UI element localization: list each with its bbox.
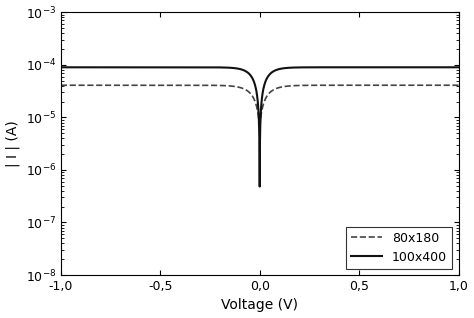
Legend: 80x180, 100x400: 80x180, 100x400 bbox=[346, 226, 452, 269]
80x180 bbox=[355, 83, 361, 87]
100x400 bbox=[317, 66, 322, 69]
Line: 100x400: 100x400 bbox=[61, 67, 458, 187]
X-axis label: Voltage (V): Voltage (V) bbox=[221, 299, 298, 313]
80x180 bbox=[456, 83, 461, 87]
80x180 bbox=[297, 84, 302, 87]
80x180 bbox=[210, 83, 216, 87]
100x400 bbox=[257, 185, 263, 189]
100x400 bbox=[210, 66, 216, 69]
Line: 80x180: 80x180 bbox=[61, 85, 458, 128]
100x400 bbox=[58, 66, 64, 69]
100x400 bbox=[385, 66, 391, 69]
80x180 bbox=[257, 127, 263, 130]
100x400 bbox=[130, 66, 136, 69]
100x400 bbox=[456, 66, 461, 69]
100x400 bbox=[297, 66, 302, 69]
80x180 bbox=[58, 83, 64, 87]
80x180 bbox=[385, 83, 391, 87]
80x180 bbox=[317, 83, 322, 87]
100x400 bbox=[355, 66, 361, 69]
Y-axis label: | I | (A): | I | (A) bbox=[6, 120, 20, 167]
80x180 bbox=[130, 83, 136, 87]
